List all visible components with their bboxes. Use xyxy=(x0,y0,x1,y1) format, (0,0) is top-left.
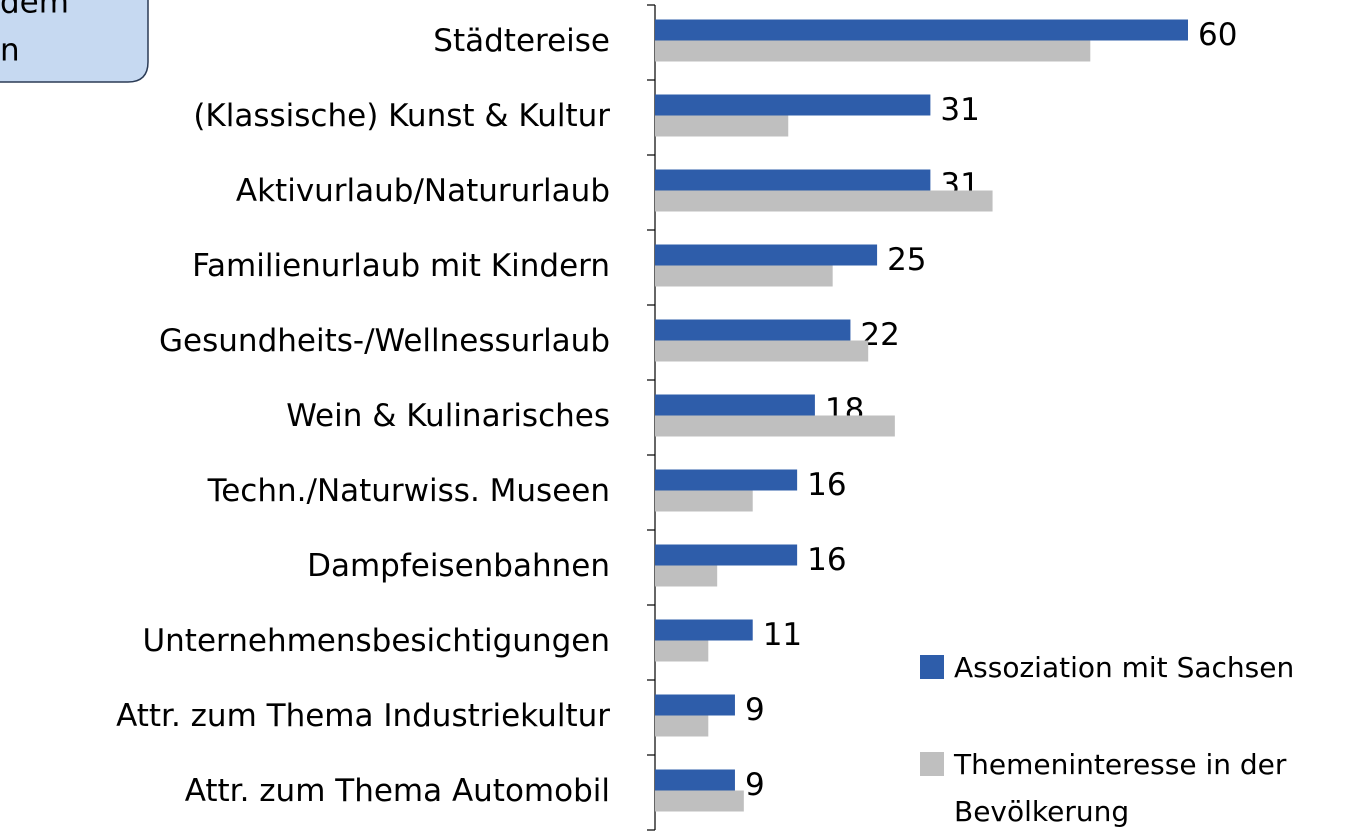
y-tick-label: Familienurlaub mit Kindern xyxy=(192,248,610,284)
bar xyxy=(655,790,744,812)
bar xyxy=(655,319,851,341)
data-label: 16 xyxy=(807,542,846,578)
bar xyxy=(655,469,798,491)
y-tick-label: Dampfeisenbahnen xyxy=(307,548,610,584)
bar xyxy=(655,490,753,512)
data-label: 25 xyxy=(887,242,926,278)
bar xyxy=(655,565,718,587)
bar xyxy=(655,190,993,212)
bar xyxy=(655,19,1188,41)
legend-swatch xyxy=(920,655,944,679)
legend-item: Assoziation mit Sachsen xyxy=(920,644,1359,691)
y-tick-label: (Klassische) Kunst & Kultur xyxy=(193,98,610,134)
bar xyxy=(655,544,798,566)
y-tick-label: Aktivurlaub/Natururlaub xyxy=(236,173,610,209)
bar xyxy=(655,169,931,191)
bar xyxy=(655,115,789,137)
bar xyxy=(655,265,833,287)
bar xyxy=(655,394,815,416)
bar xyxy=(655,694,735,716)
callout-box xyxy=(0,0,149,83)
bar xyxy=(655,340,869,362)
y-tick-label: Gesundheits-/Wellnessurlaub xyxy=(159,323,610,359)
bar xyxy=(655,715,709,737)
annotation: dem xyxy=(0,0,69,21)
bar xyxy=(655,640,709,662)
data-label: 11 xyxy=(763,617,802,653)
legend-label: Assoziation mit Sachsen xyxy=(954,651,1295,684)
data-label: 9 xyxy=(745,692,765,728)
data-label: 31 xyxy=(940,92,979,128)
y-tick-label: Attr. zum Thema Industriekultur xyxy=(116,698,610,734)
y-tick-label: Wein & Kulinarisches xyxy=(286,398,610,434)
annotation: n xyxy=(0,33,20,69)
bar xyxy=(655,244,878,266)
y-tick-label: Attr. zum Thema Automobil xyxy=(185,773,610,809)
y-tick-label: Städtereise xyxy=(433,23,610,59)
legend-item: Themeninteresse in der Bevölkerung xyxy=(920,741,1359,835)
bar xyxy=(655,415,895,437)
bar xyxy=(655,769,735,791)
data-label: 9 xyxy=(745,767,765,803)
bar xyxy=(655,619,753,641)
legend-swatch xyxy=(920,752,944,776)
y-tick-label: Unternehmensbesichtigungen xyxy=(142,623,610,659)
data-label: 60 xyxy=(1198,17,1237,53)
legend-label: Themeninteresse in der Bevölkerung xyxy=(954,748,1287,828)
data-label: 16 xyxy=(807,467,846,503)
bar xyxy=(655,94,931,116)
bar xyxy=(655,40,1091,62)
y-tick-label: Techn./Naturwiss. Museen xyxy=(207,473,610,509)
